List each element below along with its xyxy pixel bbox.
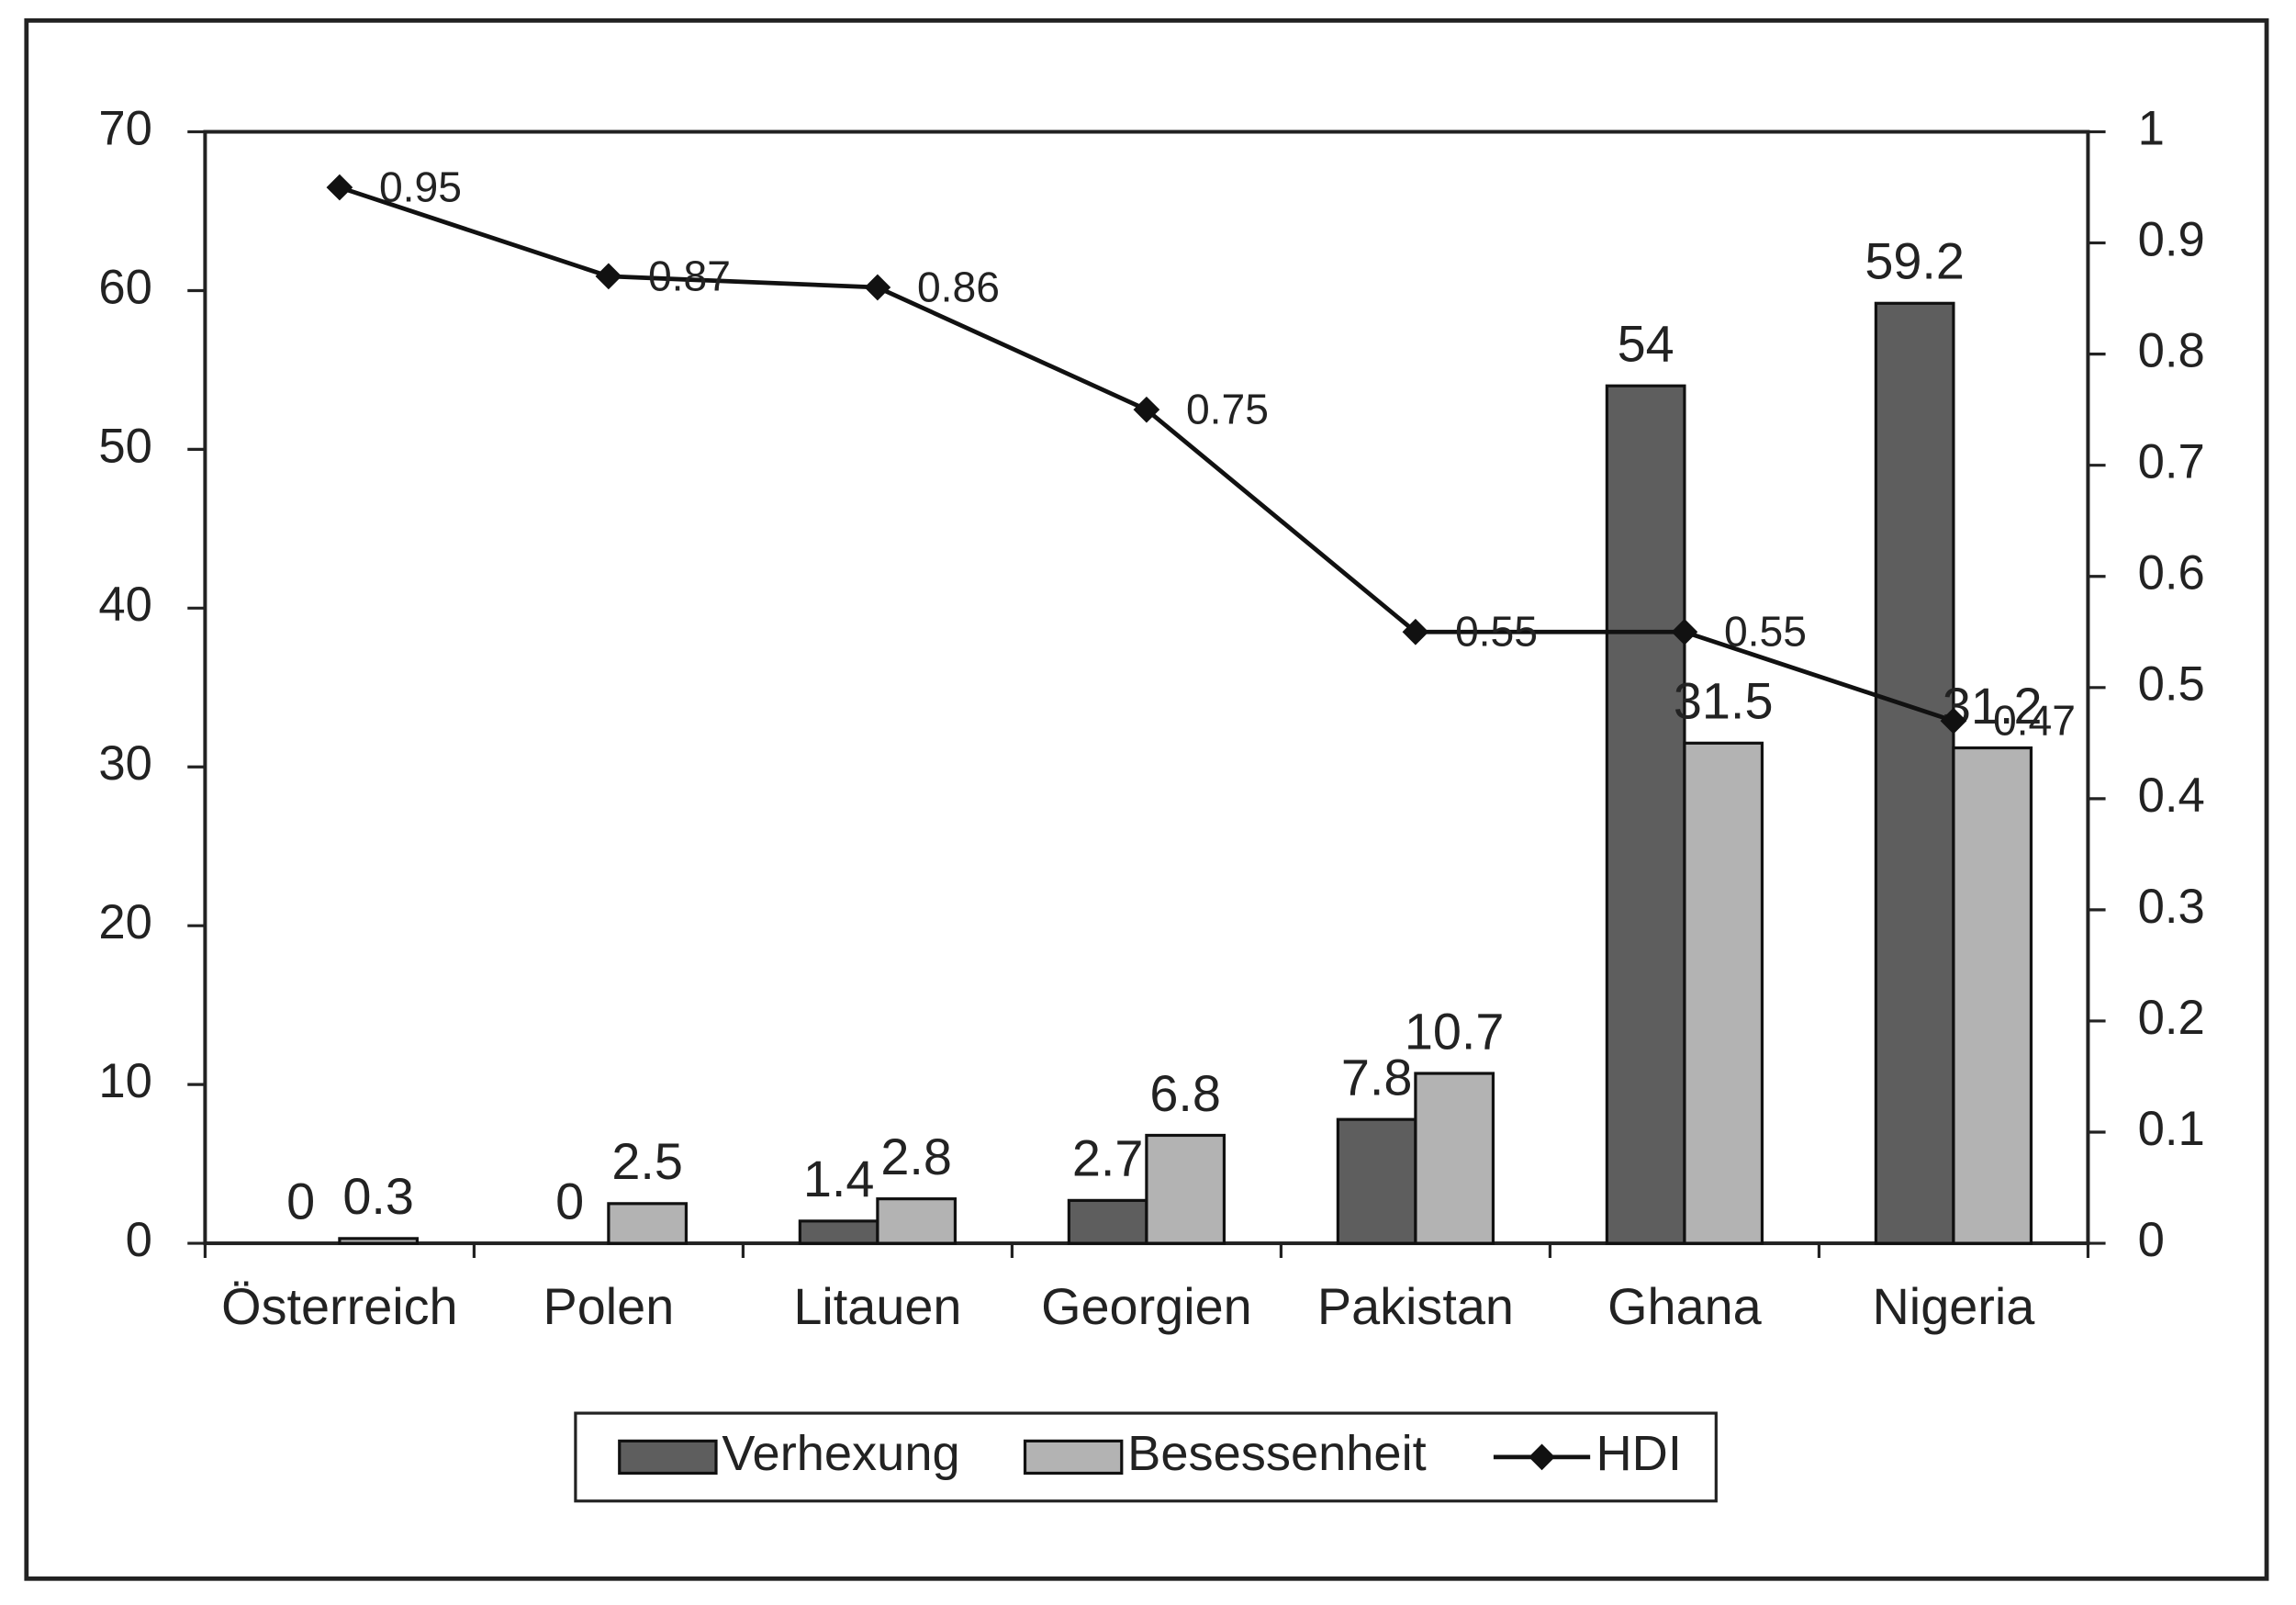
bar-value-label: 0.3 — [342, 1167, 414, 1225]
y2-tick-label: 0.7 — [2138, 435, 2205, 489]
y2-tick-label: 0.5 — [2138, 657, 2205, 712]
bar — [876, 1197, 958, 1245]
x-tick-label: Österreich — [221, 1277, 457, 1335]
y-tick-label: 50 — [98, 419, 152, 473]
bar-value-label: 2.8 — [880, 1128, 952, 1185]
y-tick-label: 40 — [98, 578, 152, 632]
line-value-label: 0.75 — [1186, 386, 1269, 433]
y-tick-label: 20 — [98, 895, 152, 949]
line-marker — [1133, 396, 1160, 423]
bar — [1145, 1133, 1226, 1245]
x-tick-label: Nigeria — [1873, 1277, 2036, 1335]
line-value-label: 0.86 — [917, 263, 1000, 310]
y2-tick-label: 0.4 — [2138, 769, 2205, 823]
line-value-label: 0.55 — [1724, 608, 1807, 656]
legend-swatch — [618, 1439, 718, 1476]
bar-value-label: 6.8 — [1149, 1064, 1221, 1122]
bar — [1952, 746, 2033, 1245]
y2-tick-label: 0.3 — [2138, 880, 2205, 934]
bar — [1683, 741, 1764, 1245]
line-marker — [1402, 618, 1429, 645]
y-tick-label: 10 — [98, 1054, 152, 1108]
line-value-label: 0.87 — [648, 252, 731, 299]
line-value-label: 0.95 — [379, 163, 462, 210]
line-value-label: 0.55 — [1455, 608, 1538, 656]
line-value-label: 0.47 — [1993, 697, 2076, 745]
x-tick-label: Polen — [543, 1277, 675, 1335]
bar — [607, 1202, 689, 1245]
bar-value-label: 0 — [286, 1172, 315, 1229]
bar-value-label: 54 — [1618, 315, 1674, 373]
x-tick-label: Georgien — [1041, 1277, 1252, 1335]
bar-value-label: 2.7 — [1072, 1129, 1144, 1187]
legend-label: Besessenheit — [1127, 1426, 1427, 1481]
y-tick-label: 30 — [98, 736, 152, 791]
x-tick-label: Litauen — [793, 1277, 961, 1335]
bar-value-label: 2.5 — [611, 1132, 683, 1190]
legend-swatch — [1023, 1439, 1124, 1476]
y2-tick-label: 0.2 — [2138, 991, 2205, 1045]
bar-value-label: 31.5 — [1674, 672, 1774, 730]
legend-label: HDI — [1596, 1426, 1682, 1481]
y2-tick-label: 0.9 — [2138, 212, 2205, 266]
bar — [1605, 384, 1686, 1245]
x-tick-label: Ghana — [1607, 1277, 1763, 1335]
legend-label: Verhexung — [722, 1426, 959, 1481]
y2-tick-label: 0.6 — [2138, 546, 2205, 600]
x-tick-label: Pakistan — [1317, 1277, 1514, 1335]
y-tick-label: 70 — [98, 101, 152, 155]
y2-tick-label: 0.1 — [2138, 1102, 2205, 1156]
y-tick-label: 0 — [126, 1213, 152, 1267]
y-tick-label: 60 — [98, 260, 152, 314]
y2-tick-label: 0 — [2138, 1213, 2165, 1267]
bar-value-label: 0 — [555, 1172, 584, 1229]
y2-tick-label: 0.8 — [2138, 324, 2205, 378]
bar — [1067, 1198, 1148, 1245]
bar-value-label: 10.7 — [1405, 1002, 1505, 1060]
bar — [1336, 1117, 1417, 1245]
legend-marker — [1529, 1443, 1555, 1471]
bar-value-label: 59.2 — [1865, 232, 1965, 290]
bar — [1414, 1072, 1495, 1245]
bar-value-label: 1.4 — [803, 1150, 875, 1207]
bar — [1874, 301, 1955, 1245]
bar-value-label: 7.8 — [1341, 1048, 1413, 1106]
y2-tick-label: 1 — [2138, 101, 2165, 155]
line-marker — [595, 263, 622, 290]
bar — [338, 1237, 420, 1245]
bar — [798, 1219, 879, 1245]
line-marker — [1671, 618, 1698, 645]
